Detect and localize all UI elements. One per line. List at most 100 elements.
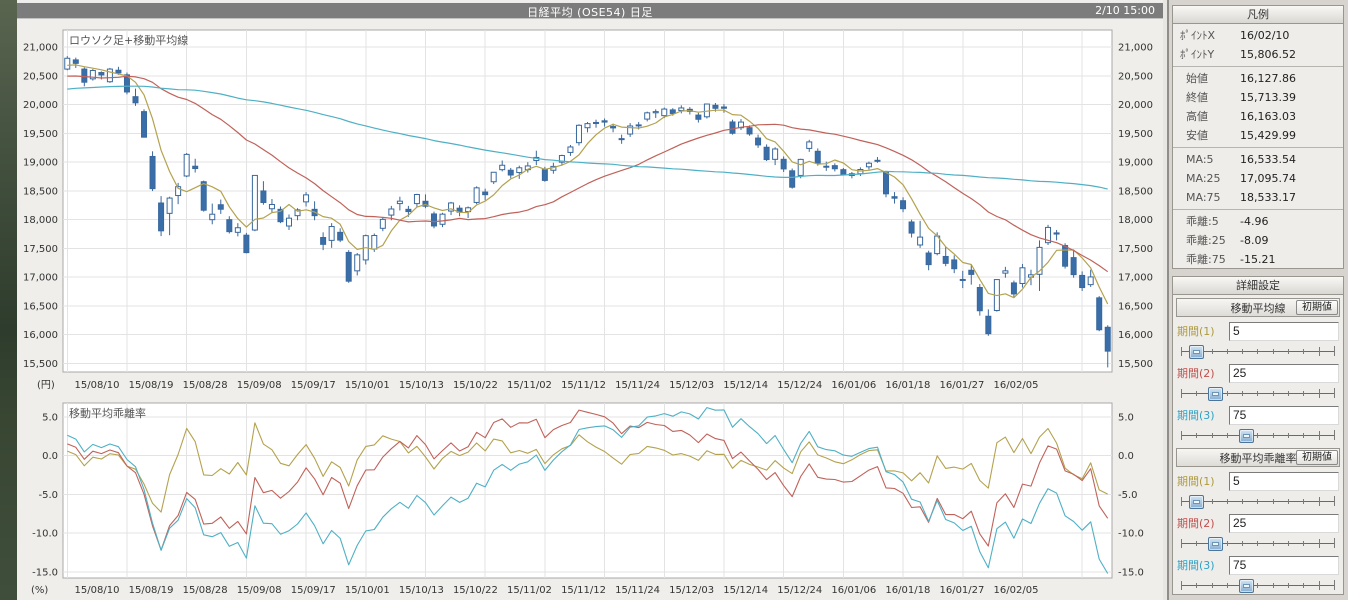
svg-text:19,000: 19,000 [23, 158, 58, 169]
svg-text:16,500: 16,500 [23, 301, 58, 312]
ma-line-settings-section: 移動平均線 初期値 期間(1) 期間(2) [1176, 298, 1340, 443]
svg-text:-5.0: -5.0 [1118, 490, 1138, 501]
chart-window: 日経平均 (OSE54) 日足 2/10 15:00 21,000 21,000 2… [17, 0, 1163, 600]
svg-text:17,000: 17,000 [23, 273, 58, 284]
svg-text:16/01/06: 16/01/06 [831, 380, 876, 391]
svg-text:18,000: 18,000 [1118, 215, 1153, 226]
svg-text:18,500: 18,500 [1118, 186, 1153, 197]
svg-text:19,500: 19,500 [23, 129, 58, 140]
svg-text:15/09/08: 15/09/08 [237, 585, 282, 596]
price-candlestick-chart[interactable]: 21,000 21,000 20,500 20,500 20,000 20,000 19,5… [17, 20, 1163, 398]
legend-row-ma75: MA:75 18,533.17 [1186, 191, 1296, 204]
dev-period-2-input[interactable] [1229, 513, 1339, 533]
dev-period-1-slider-thumb[interactable] [1188, 495, 1204, 509]
ma-period-2-slider[interactable] [1179, 385, 1337, 401]
svg-text:-5.0: -5.0 [38, 490, 58, 501]
deviation-section-header: 移動平均乖離率 初期値 [1176, 448, 1340, 467]
ma-period-2-input[interactable] [1229, 363, 1339, 383]
svg-text:18,000: 18,000 [23, 215, 58, 226]
svg-text:15/11/12: 15/11/12 [561, 380, 606, 391]
dev-period-1-label: 期間(1) [1177, 475, 1215, 488]
dev-period-3-label: 期間(3) [1177, 559, 1215, 572]
svg-text:-15.0: -15.0 [32, 567, 58, 578]
ma-period-2-label: 期間(2) [1177, 367, 1215, 380]
dev-period-1-slider[interactable] [1179, 493, 1337, 509]
dev-period-2-label: 期間(2) [1177, 517, 1215, 530]
ma-period-1-input[interactable] [1229, 321, 1339, 341]
svg-text:15/11/02: 15/11/02 [507, 380, 552, 391]
legend-deviation-group: 乖離:5 -4.96 乖離:25 -8.09 乖離:75 -15.21 [1173, 210, 1343, 271]
svg-text:-10.0: -10.0 [32, 529, 58, 540]
legend-pointer-group: ﾎﾟｲﾝﾄX 16/02/10 ﾎﾟｲﾝﾄY 15,806.52 [1173, 24, 1343, 67]
legend-row-dev5: 乖離:5 -4.96 [1186, 215, 1269, 228]
svg-text:15/12/03: 15/12/03 [669, 585, 714, 596]
svg-text:15/12/14: 15/12/14 [723, 380, 768, 391]
svg-text:15/12/14: 15/12/14 [723, 585, 768, 596]
ma-period-2-param: 期間(2) [1177, 362, 1339, 401]
ma-period-1-slider[interactable] [1179, 343, 1337, 359]
svg-text:(%): (%) [31, 585, 48, 596]
ma-period-1-slider-thumb[interactable] [1188, 345, 1204, 359]
svg-text:16,000: 16,000 [23, 330, 58, 341]
chart-title: 日経平均 (OSE54) 日足 [527, 6, 653, 19]
ma-line-reset-button[interactable]: 初期値 [1296, 300, 1338, 315]
svg-text:15/10/01: 15/10/01 [345, 380, 390, 391]
svg-text:5.0: 5.0 [42, 412, 58, 423]
svg-text:15/08/28: 15/08/28 [183, 380, 228, 391]
dev-period-2-slider-thumb[interactable] [1207, 537, 1223, 551]
legend-row-high: 高値 16,163.03 [1186, 110, 1296, 123]
legend-row-ma5: MA:5 16,533.54 [1186, 153, 1296, 166]
ma-period-3-label: 期間(3) [1177, 409, 1215, 422]
svg-text:16/02/05: 16/02/05 [994, 380, 1039, 391]
svg-text:16/01/18: 16/01/18 [885, 380, 930, 391]
svg-text:16/01/18: 16/01/18 [885, 585, 930, 596]
svg-text:16/01/06: 16/01/06 [831, 585, 876, 596]
dev-period-1-input[interactable] [1229, 471, 1339, 491]
svg-text:(円): (円) [37, 380, 55, 391]
legend-row-pointer-y: ﾎﾟｲﾝﾄY 15,806.52 [1180, 48, 1296, 61]
svg-text:16/02/05: 16/02/05 [994, 585, 1039, 596]
dev-period-3-slider-thumb[interactable] [1239, 579, 1255, 593]
svg-text:15/10/13: 15/10/13 [399, 380, 444, 391]
svg-text:移動平均乖離率: 移動平均乖離率 [69, 406, 146, 420]
settings-panel: 詳細設定 移動平均線 初期値 期間(1) [1172, 276, 1344, 595]
svg-text:15/11/12: 15/11/12 [561, 585, 606, 596]
svg-text:20,500: 20,500 [1118, 71, 1153, 82]
svg-text:20,000: 20,000 [1118, 100, 1153, 111]
deviation-reset-button[interactable]: 初期値 [1296, 450, 1338, 465]
svg-text:15/08/19: 15/08/19 [129, 380, 174, 391]
svg-text:15/10/13: 15/10/13 [399, 585, 444, 596]
desktop-background-strip [0, 0, 17, 600]
ma-deviation-chart[interactable]: 5.0 5.0 0.0 0.0 -5.0 -5.0 -10.0 -10.0 -15.0 -15.0… [17, 398, 1163, 598]
svg-text:17,500: 17,500 [23, 244, 58, 255]
svg-text:20,000: 20,000 [23, 100, 58, 111]
ma-line-section-header: 移動平均線 初期値 [1176, 298, 1340, 317]
ma-period-3-input[interactable] [1229, 405, 1339, 425]
ma-period-2-slider-thumb[interactable] [1207, 387, 1223, 401]
ma-period-1-param: 期間(1) [1177, 320, 1339, 359]
svg-text:16/01/27: 16/01/27 [939, 380, 984, 391]
svg-text:19,000: 19,000 [1118, 158, 1153, 169]
svg-text:-10.0: -10.0 [1118, 529, 1144, 540]
dev-period-2-slider[interactable] [1179, 535, 1337, 551]
legend-row-pointer-x: ﾎﾟｲﾝﾄX 16/02/10 [1180, 29, 1290, 42]
legend-row-dev75: 乖離:75 -15.21 [1186, 253, 1276, 266]
chart-titlebar: 日経平均 (OSE54) 日足 2/10 15:00 [17, 2, 1163, 19]
dev-period-1-param: 期間(1) [1177, 470, 1339, 509]
svg-text:16,500: 16,500 [1118, 301, 1153, 312]
svg-text:15/12/03: 15/12/03 [669, 380, 714, 391]
legend-row-low: 安値 15,429.99 [1186, 129, 1296, 142]
ma-period-3-slider-thumb[interactable] [1239, 429, 1255, 443]
svg-text:0.0: 0.0 [1118, 451, 1134, 462]
deviation-settings-section: 移動平均乖離率 初期値 期間(1) 期間(2) [1176, 448, 1340, 593]
dev-period-3-input[interactable] [1229, 555, 1339, 575]
legend-row-close: 終値 15,713.39 [1186, 91, 1296, 104]
ma-period-3-slider[interactable] [1179, 427, 1337, 443]
svg-text:20,500: 20,500 [23, 71, 58, 82]
legend-panel-title: 凡例 [1173, 6, 1343, 24]
dev-period-3-slider[interactable] [1179, 577, 1337, 593]
legend-row-open: 始値 16,127.86 [1186, 72, 1296, 85]
svg-text:15/11/24: 15/11/24 [615, 380, 660, 391]
svg-text:15/10/22: 15/10/22 [453, 585, 498, 596]
